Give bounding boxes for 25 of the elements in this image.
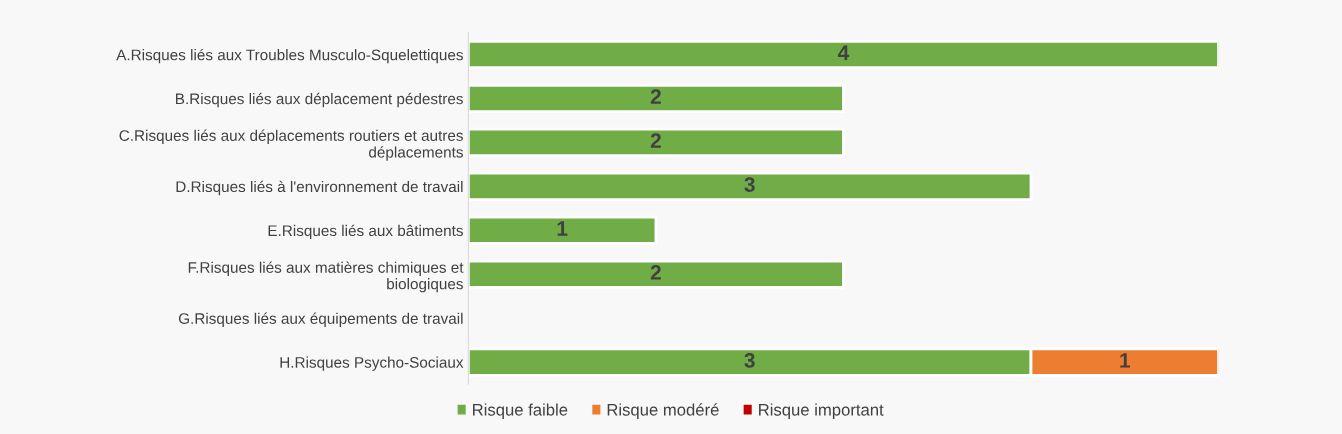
bar — [468, 171, 1033, 201]
legend-label: Risque modéré — [607, 403, 719, 419]
data-label: 1 — [1120, 353, 1130, 368]
legend-label: Risque faible — [473, 403, 568, 419]
y-tick-label: E.Risques liés aux bâtiments — [268, 224, 463, 240]
data-label: 4 — [837, 45, 850, 60]
legend-label: Risque important — [759, 403, 884, 419]
y-tick-label: F.Risques liés aux matières chimiques et biologiques — [188, 261, 464, 293]
y-tick-label: D.Risques liés à l'environnement de travail — [176, 180, 463, 196]
bar — [468, 215, 658, 245]
y-tick-label: B.Risques liés aux déplacement pédestres — [176, 92, 463, 108]
bar — [468, 127, 845, 157]
data-label: 3 — [744, 352, 755, 368]
bar — [468, 83, 845, 114]
data-label: 2 — [650, 133, 661, 148]
data-label: 1 — [557, 221, 568, 236]
data-label: 2 — [650, 265, 661, 280]
y-tick-label: H.Risques Psycho-Sociaux — [280, 356, 464, 371]
data-label: 3 — [744, 177, 755, 192]
data-label: 2 — [650, 89, 661, 104]
y-tick-label: A.Risques liés aux Troubles Musculo-Squelettiques — [116, 48, 463, 64]
bar — [468, 39, 1219, 70]
y-tick-label: C.Risques liés aux déplacements routiers et autres déplacements — [119, 129, 463, 161]
bar — [468, 259, 845, 289]
y-tick-label: G.Risques liés aux équipements de travail — [178, 312, 463, 327]
